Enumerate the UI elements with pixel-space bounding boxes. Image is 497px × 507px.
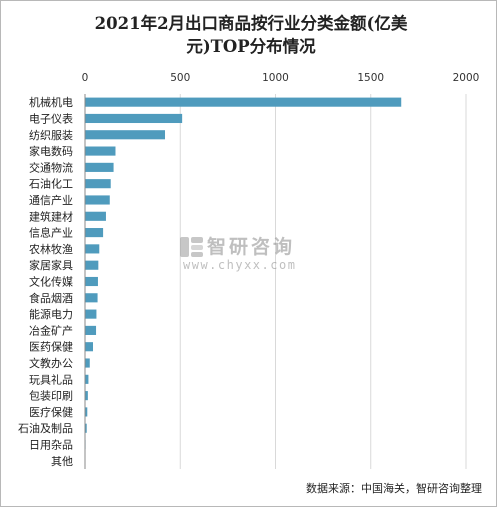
bar — [85, 391, 88, 401]
bar — [85, 146, 116, 156]
watermark: 智研咨询 www.chyxx.com — [179, 233, 329, 281]
grid-lines — [179, 94, 467, 469]
bar — [85, 358, 90, 368]
category-label: 通信产业 — [29, 193, 73, 207]
category-label: 冶金矿产 — [29, 323, 73, 337]
bar — [85, 293, 98, 303]
watermark-url: www.chyxx.com — [183, 258, 297, 272]
x-tick-label: 1500 — [357, 72, 384, 84]
bar — [85, 113, 183, 124]
bar — [85, 130, 166, 140]
category-label: 建筑建材 — [29, 209, 73, 223]
bar — [85, 228, 104, 238]
category-label: 信息产业 — [29, 226, 73, 240]
category-label: 玩具礼品 — [29, 372, 73, 386]
bar — [85, 342, 94, 352]
category-label: 石油化工 — [29, 177, 73, 191]
category-label: 其他 — [51, 455, 73, 468]
category-label: 交通物流 — [29, 160, 73, 174]
x-tick-label: 1000 — [262, 72, 289, 84]
bar — [85, 195, 110, 205]
category-label: 食品烟酒 — [29, 291, 73, 305]
bar — [85, 162, 114, 172]
category-label: 文化传媒 — [29, 275, 73, 289]
category-labels: 机械机电电子仪表纺织服装家电数码交通物流石油化工通信产业建筑建材信息产业农林牧渔… — [18, 95, 73, 468]
logo-icon — [180, 237, 203, 257]
watermark-name: 智研咨询 — [207, 236, 296, 258]
chart-title-line-2: 元)TOP分布情况 — [186, 37, 316, 56]
bar — [85, 309, 97, 319]
bar — [85, 244, 100, 254]
x-axis-ticks: 0 500 1000 1500 2000 — [82, 72, 480, 84]
chart-title-line-1: 2021年2月出口商品按行业分类金额(亿美 — [94, 14, 408, 33]
category-label: 医疗保健 — [29, 405, 73, 419]
bar — [85, 97, 402, 107]
category-label: 农林牧渔 — [29, 242, 73, 256]
category-label: 机械机电 — [29, 95, 73, 109]
category-label: 包装印刷 — [29, 390, 73, 403]
bar — [85, 423, 87, 433]
bar — [85, 374, 89, 384]
source-note: 数据来源：中国海关，智研咨询整理 — [306, 482, 482, 495]
x-tick-label: 500 — [170, 72, 190, 84]
x-tick-label: 2000 — [453, 72, 480, 84]
category-label: 电子仪表 — [29, 111, 73, 125]
category-label: 家电数码 — [29, 144, 73, 158]
category-label: 能源电力 — [29, 307, 73, 321]
category-label: 文教办公 — [29, 356, 73, 370]
bar — [85, 407, 88, 417]
bars — [85, 97, 402, 466]
category-label: 医药保健 — [29, 340, 73, 354]
category-label: 日用杂品 — [29, 439, 73, 452]
x-tick-label: 0 — [82, 72, 89, 84]
category-label: 纺织服装 — [29, 128, 73, 142]
bar — [85, 276, 98, 287]
bar — [85, 260, 99, 270]
chart-title: 2021年2月出口商品按行业分类金额(亿美 元)TOP分布情况 — [61, 12, 441, 58]
category-label: 石油及制品 — [18, 421, 73, 435]
bar — [85, 211, 106, 221]
category-label: 家居家具 — [29, 258, 73, 272]
bar — [85, 179, 111, 189]
bar — [85, 325, 97, 335]
